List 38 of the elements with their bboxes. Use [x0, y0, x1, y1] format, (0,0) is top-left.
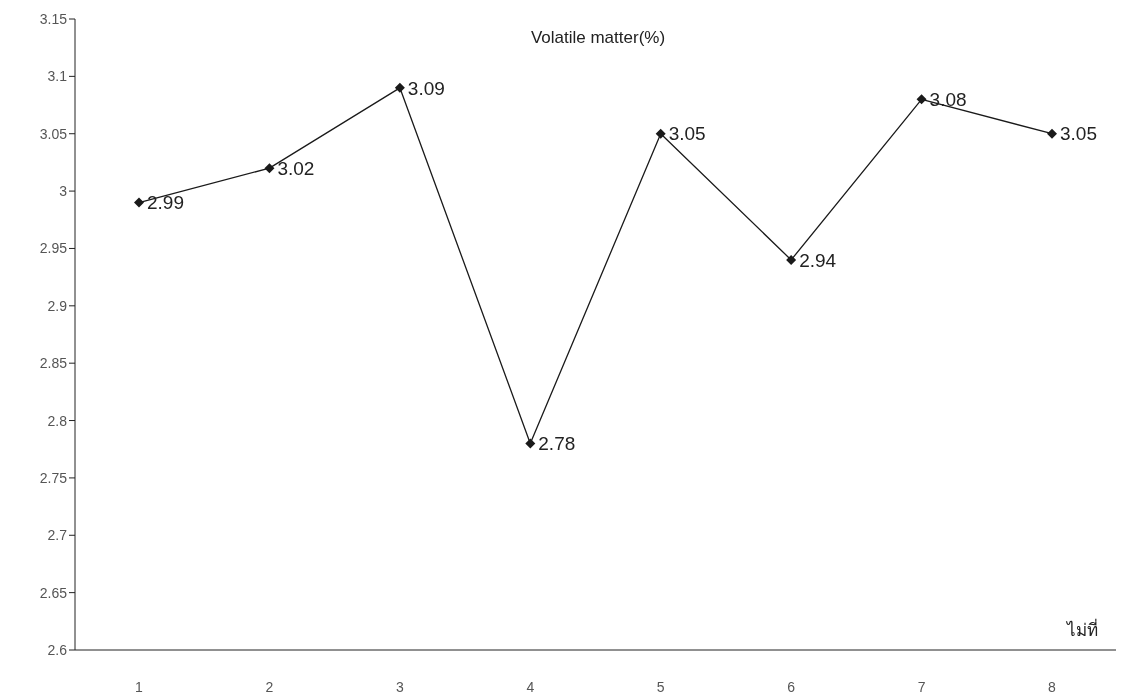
data-label: 3.09	[407, 77, 445, 99]
x-tick-label: 3	[395, 678, 404, 693]
point	[394, 82, 405, 93]
data-label: 3.05	[1060, 123, 1097, 145]
x-tick-label: 4	[526, 678, 535, 693]
data-label: 3.08	[929, 89, 967, 111]
y-tick-label: 3	[59, 183, 68, 200]
y-tick-label: 2.7	[47, 527, 68, 544]
point	[1047, 128, 1057, 139]
y-tick-label: 2.9	[47, 297, 68, 314]
data-label: 3.02	[277, 157, 315, 179]
data-label: 2.78	[538, 433, 576, 455]
y-tick-label: 2.85	[39, 355, 68, 372]
x-axis-title: ไม่ที่	[1067, 617, 1098, 642]
x-tick-label: 7	[917, 678, 926, 693]
point	[655, 128, 666, 139]
data-label: 2.94	[799, 249, 837, 271]
x-tick-label: 1	[135, 678, 144, 693]
y-tick-label: 2.6	[47, 641, 68, 658]
point	[525, 438, 536, 449]
y-tick-label: 3.05	[39, 125, 68, 142]
point	[786, 254, 797, 265]
point	[264, 163, 275, 174]
y-tick-label: 2.95	[39, 240, 68, 257]
x-tick-label: 2	[265, 678, 274, 693]
y-tick-label: 2.65	[39, 584, 68, 601]
point	[916, 94, 927, 105]
x-tick-label: 5	[656, 678, 665, 693]
y-tick-label: 3.1	[47, 68, 68, 85]
y-tick-label: 2.75	[39, 469, 68, 486]
text: Volatile matter(%)	[529, 28, 667, 48]
point	[134, 197, 144, 208]
y-tick-label: 3.15	[39, 10, 68, 27]
y-tick-label: 2.8	[47, 412, 68, 429]
x-tick-label: 8	[1048, 678, 1057, 693]
x-tick-label: 6	[787, 678, 796, 693]
data-label: 2.99	[147, 192, 184, 214]
data-label: 3.05	[668, 123, 706, 145]
